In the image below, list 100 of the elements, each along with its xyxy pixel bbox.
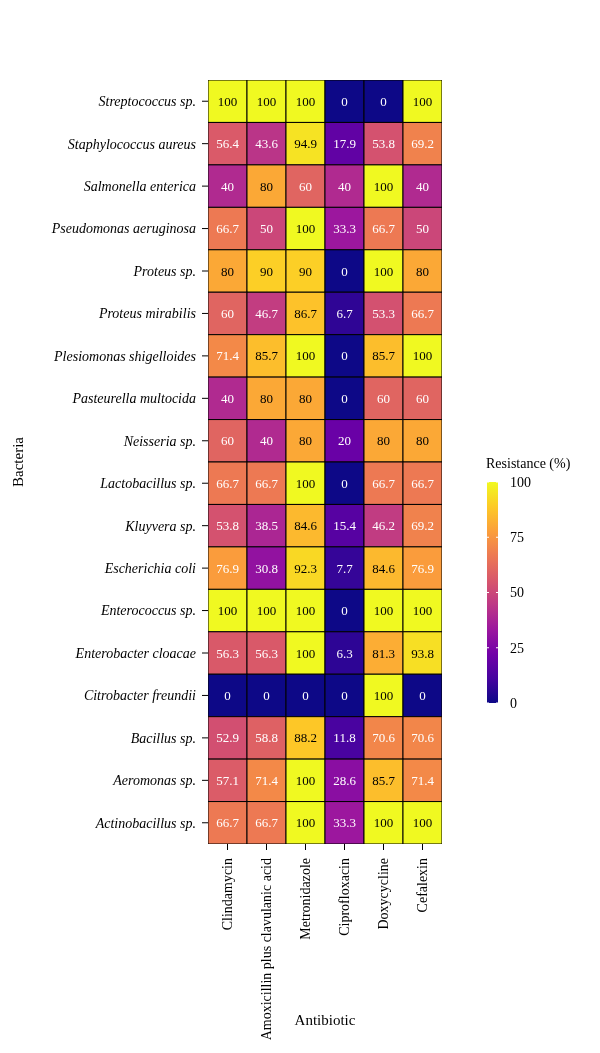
data-label: 60 [377, 390, 390, 406]
color-bar-label: 0 [510, 695, 517, 711]
data-label: 0 [341, 348, 348, 364]
x-axis-title: Antibiotic [294, 1012, 356, 1028]
data-label: 0 [341, 687, 348, 703]
data-label: 50 [416, 221, 429, 237]
data-label: 0 [302, 687, 309, 703]
data-label: 33.3 [333, 815, 356, 831]
data-label: 6.3 [336, 645, 353, 661]
data-label: 69.2 [411, 136, 434, 152]
data-label: 40 [338, 178, 351, 194]
data-label: 40 [260, 433, 273, 449]
y-tick-label: Bacillus sp. [130, 730, 196, 746]
data-label: 71.4 [411, 772, 435, 788]
data-label: 11.8 [333, 730, 356, 746]
data-label: 100 [412, 815, 433, 831]
data-label: 76.9 [216, 560, 239, 576]
data-label: 80 [299, 390, 312, 406]
color-bar-label: 75 [510, 530, 524, 546]
y-tick-label: Staphylococcus aureus [67, 136, 197, 152]
data-label: 100 [217, 603, 238, 619]
data-label: 0 [380, 93, 387, 109]
data-label: 38.5 [255, 518, 278, 534]
y-tick-label: Lactobacillus sp. [99, 476, 196, 492]
data-label: 0 [341, 263, 348, 279]
data-label: 80 [377, 433, 390, 449]
data-label: 100 [295, 645, 316, 661]
data-label: 100 [256, 603, 277, 619]
y-tick-label: Enterococcus sp. [99, 603, 196, 619]
data-label: 60 [221, 433, 234, 449]
data-label: 100 [412, 93, 433, 109]
data-label: 66.7 [372, 475, 396, 491]
data-label: 100 [295, 772, 316, 788]
y-tick-label: Actinobacillus sp. [94, 815, 196, 831]
x-tick-label: Amoxicillin plus clavulanic acid [259, 858, 275, 1041]
y-tick-label: Kluyvera sp. [124, 518, 196, 534]
y-tick-label: Citrobacter freundii [83, 688, 197, 704]
data-label: 40 [221, 390, 234, 406]
y-tick-label: Neisseria sp. [122, 433, 196, 449]
data-label: 69.2 [411, 518, 434, 534]
data-label: 86.7 [294, 305, 318, 321]
data-label: 85.7 [255, 348, 279, 364]
y-tick-label: Proteus sp. [132, 263, 196, 279]
data-label: 100 [412, 603, 433, 619]
y-tick-label: Proteus mirabilis [97, 306, 197, 322]
data-label: 52.9 [216, 730, 239, 746]
data-label: 80 [299, 433, 312, 449]
data-label: 80 [416, 433, 429, 449]
data-label: 90 [299, 263, 312, 279]
x-tick-label: Clindamycin [220, 858, 236, 931]
data-label: 0 [263, 687, 270, 703]
data-label: 66.7 [255, 475, 279, 491]
data-label: 88.2 [294, 730, 317, 746]
data-label: 17.9 [333, 136, 356, 152]
y-tick-label: Escherichia coli [103, 561, 197, 577]
data-label: 100 [295, 221, 316, 237]
data-label: 0 [341, 93, 348, 109]
data-label: 80 [221, 263, 234, 279]
data-label: 33.3 [333, 221, 356, 237]
data-label: 94.9 [294, 136, 317, 152]
x-tick-label: Doxycycline [376, 858, 392, 930]
data-label: 76.9 [411, 560, 434, 576]
data-label: 80 [260, 178, 273, 194]
data-label: 6.7 [336, 305, 354, 321]
data-label: 7.7 [336, 560, 354, 576]
data-label: 0 [419, 687, 426, 703]
data-label: 70.6 [411, 730, 435, 746]
data-label: 85.7 [372, 772, 396, 788]
color-bar-label: 25 [510, 640, 524, 656]
y-tick-label: Enterobacter cloacae [74, 645, 196, 661]
y-tick-label: Salmonella enterica [83, 179, 196, 195]
data-label: 66.7 [216, 221, 240, 237]
data-label: 66.7 [216, 815, 240, 831]
data-label: 60 [299, 178, 312, 194]
data-label: 66.7 [372, 221, 396, 237]
data-label: 30.8 [255, 560, 278, 576]
data-label: 100 [373, 687, 394, 703]
data-label: 90 [260, 263, 273, 279]
data-label: 57.1 [216, 772, 239, 788]
data-label: 46.2 [372, 518, 395, 534]
y-tick-label: Pasteurella multocida [71, 391, 196, 407]
color-bar-title: Resistance (%) [486, 456, 571, 472]
data-label: 100 [295, 93, 316, 109]
data-label: 100 [295, 815, 316, 831]
x-tick-label: Cefalexin [415, 858, 431, 913]
data-label: 40 [416, 178, 429, 194]
data-label: 56.4 [216, 136, 240, 152]
data-label: 100 [412, 348, 433, 364]
data-label: 100 [295, 603, 316, 619]
data-label: 20 [338, 433, 351, 449]
data-label: 0 [341, 475, 348, 491]
data-label: 93.8 [411, 645, 434, 661]
data-label: 66.7 [411, 305, 435, 321]
y-tick-label: Aeromonas sp. [112, 773, 196, 789]
data-label: 80 [260, 390, 273, 406]
data-label: 71.4 [216, 348, 240, 364]
data-label: 100 [373, 603, 394, 619]
data-label: 28.6 [333, 772, 357, 788]
y-tick-label: Plesiomonas shigelloides [53, 348, 197, 364]
data-label: 71.4 [255, 772, 279, 788]
